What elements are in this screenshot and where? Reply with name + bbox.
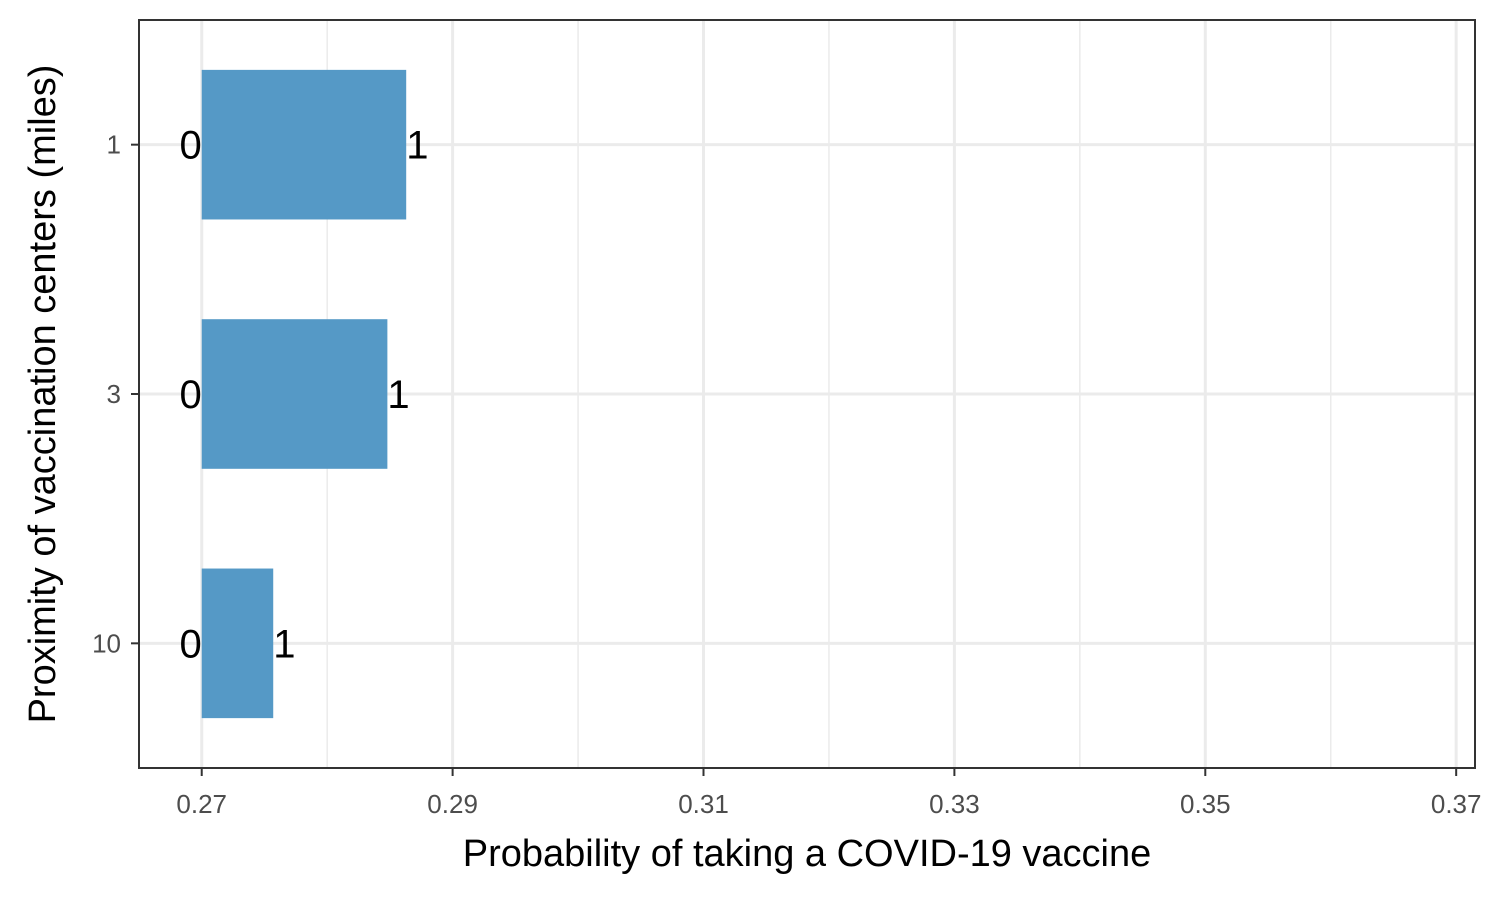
bar-start-label: 0 — [179, 373, 201, 417]
bar-start-label: 0 — [179, 124, 201, 168]
bars-layer — [201, 69, 407, 719]
x-tick-label: 0.37 — [1431, 789, 1482, 819]
bar — [201, 69, 407, 220]
x-tick-label: 0.29 — [427, 789, 478, 819]
x-tick-label: 0.33 — [929, 789, 980, 819]
bar — [201, 568, 274, 719]
y-axis-title: Proximity of vaccination centers (miles) — [22, 65, 64, 724]
y-tick-label: 1 — [107, 130, 121, 160]
x-tick-label: 0.27 — [176, 789, 227, 819]
x-axis: 0.27 0.29 0.31 0.33 0.35 0.37 — [176, 768, 1481, 819]
y-tick-label: 3 — [107, 379, 121, 409]
x-tick-label: 0.31 — [678, 789, 729, 819]
x-axis-title: Probability of taking a COVID-19 vaccine — [463, 833, 1152, 875]
bar-end-label: 1 — [387, 373, 409, 417]
bar-end-label: 1 — [273, 622, 295, 666]
bar-labels-layer: 0 1 0 1 0 1 — [179, 124, 428, 667]
bar-start-label: 0 — [179, 622, 201, 666]
bar-end-label: 1 — [406, 124, 428, 168]
bar — [201, 319, 388, 469]
x-tick-label: 0.35 — [1180, 789, 1231, 819]
y-axis: 1 3 10 — [92, 130, 139, 658]
y-tick-label: 10 — [92, 628, 121, 658]
